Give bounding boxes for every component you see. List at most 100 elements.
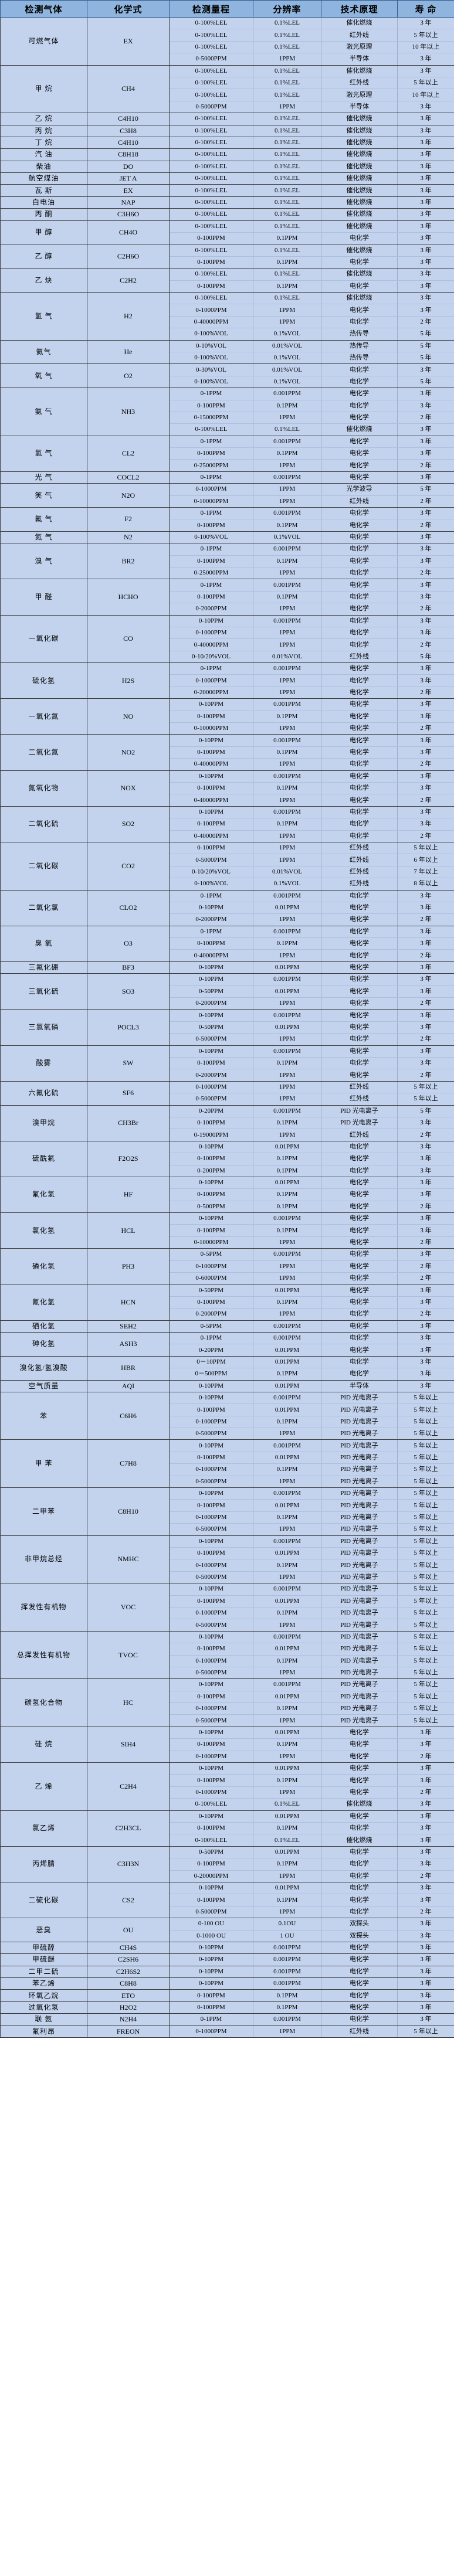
table-row: 0-40000PPM 1PPM 电化学 2 年	[1, 949, 454, 962]
detection-range-cell: 0-10PPM	[169, 1176, 253, 1190]
resolution-cell: 0.001PPM	[253, 435, 321, 448]
resolution-cell: 1PPM	[253, 315, 321, 329]
table-row: 白电油 NAP 0-100%LEL 0.1%LEL 催化燃烧 3 年	[0, 196, 454, 209]
lifetime-cell: 5 年以上	[397, 1080, 454, 1094]
detection-range-cell: 0-10PPM	[169, 1212, 253, 1225]
technical-principle-cell: PID 光电离子	[321, 1499, 398, 1512]
detection-range-cell: 0-10PPM	[169, 1810, 253, 1823]
table-row: 二甲苯 C8H10 0-10PPM 0.001PPM PID 光电离子 5 年以上	[0, 1487, 454, 1536]
gas-name-cell: 氯 气	[0, 435, 87, 472]
resolution-cell: 1 OU	[253, 1929, 321, 1942]
lifetime-cell: 5 年以上	[397, 29, 454, 42]
detection-range-cell: 0-100%LEL	[169, 136, 253, 149]
table-row: 0-1000PPM 0.1PPM PID 光电离子 5 年以上	[1, 1606, 454, 1620]
resolution-cell: 0.01%VOL	[253, 339, 321, 352]
chemical-formula-cell: C2H4	[87, 1762, 170, 1811]
table-row: 0-19000PPM 1PPM 红外线 2 年	[1, 1129, 454, 1141]
technical-principle-cell: 电化学	[321, 1989, 398, 2002]
gas-name-cell: 一氧化氮	[0, 698, 87, 735]
resolution-cell: 0.1PPM	[253, 1368, 321, 1381]
lifetime-cell: 2 年	[397, 1786, 454, 1799]
table-row: 甲 醇 CH4O 0-100%LEL 0.1%LEL 催化燃烧 3 年	[0, 220, 454, 245]
detection-range-cell: 0-10PPM	[169, 973, 253, 986]
lifetime-cell: 3 年	[397, 1821, 454, 1835]
gas-name-cell: 溴 气	[0, 543, 87, 580]
technical-principle-cell: 电化学	[321, 375, 398, 389]
technical-principle-cell: PID 光电离子	[321, 1105, 398, 1117]
resolution-cell: 0.001PPM	[253, 1965, 321, 1979]
technical-principle-cell: 电化学	[321, 901, 398, 915]
resolution-cell: 0.1%LEL	[253, 160, 321, 174]
header-gas: 检测气体	[0, 0, 87, 18]
gas-name-cell: 氮 气	[0, 531, 87, 544]
table-row: 三氟化硼 BF3 0-10PPM 0.01PPM 电化学 3 年	[0, 961, 454, 974]
resolution-cell: 0.1%VOL	[253, 531, 321, 544]
detection-range-cell: 0－10PPM	[169, 1355, 253, 1369]
resolution-cell: 0.01PPM	[253, 1810, 321, 1823]
table-row: 苯 C6H6 0-10PPM 0.001PPM PID 光电离子 5 年以上	[0, 1391, 454, 1440]
resolution-cell: 0.1PPM	[253, 399, 321, 412]
lifetime-cell: 2 年	[397, 997, 454, 1010]
resolution-cell: 1PPM	[253, 1129, 321, 1141]
resolution-cell: 0.001PPM	[253, 1331, 321, 1345]
chemical-formula-cell: N2O	[87, 483, 170, 508]
chemical-formula-cell: CLO2	[87, 889, 170, 926]
detection-range-cell: 0-5000PPM	[169, 1428, 253, 1440]
table-row: 0-1000PPM 1PPM 电化学 2 年	[1, 1260, 454, 1273]
detection-range-cell: 0-10PPM	[169, 1045, 253, 1058]
gas-name-cell: 丙 酮	[0, 208, 87, 221]
table-row: 0-20000PPM 1PPM 电化学 2 年	[1, 686, 454, 699]
chemical-formula-cell: H2	[87, 291, 170, 341]
table-row: 酸雾 SW 0-10PPM 0.001PPM 电化学 3 年	[0, 1045, 454, 1082]
lifetime-cell: 3 年	[397, 435, 454, 448]
table-row: 丁 烷 C4H10 0-100%LEL 0.1%LEL 催化燃烧 3 年	[0, 136, 454, 149]
detection-range-cell: 0-5PPM	[169, 1248, 253, 1261]
table-row: 0－500PPM 0.1PPM 电化学 3 年	[1, 1368, 454, 1381]
lifetime-cell: 5 年以上	[397, 1595, 454, 1608]
table-row: 0-100%VOL 0.1%VOL 热传导 5 年	[1, 351, 454, 365]
lifetime-cell: 5 年以上	[397, 1415, 454, 1429]
resolution-cell: 0.01PPM	[253, 1284, 321, 1297]
chemical-formula-cell: SO3	[87, 973, 170, 1010]
technical-principle-cell: 双探头	[321, 1918, 398, 1931]
lifetime-cell: 3 年	[397, 232, 454, 245]
table-row: 0-100PPM 0.1PPM 电化学 3 年	[1, 399, 454, 412]
detection-range-cell: 0-1PPM	[169, 507, 253, 520]
detection-range-cell: 0-20PPM	[169, 1105, 253, 1117]
detection-range-cell: 0-2000PPM	[169, 603, 253, 616]
table-row: 二氧化碳 CO2 0-100PPM 1PPM 红外线 5 年以上	[0, 841, 454, 891]
lifetime-cell: 3 年	[397, 471, 454, 484]
technical-principle-cell: 电化学	[321, 2013, 398, 2026]
technical-principle-cell: 电化学	[321, 579, 398, 592]
resolution-cell: 1PPM	[253, 603, 321, 616]
table-row: 硒化氢 SEH2 0-5PPM 0.001PPM 电化学 3 年	[0, 1320, 454, 1333]
lifetime-cell: 3 年	[397, 1248, 454, 1261]
technical-principle-cell: 催化燃烧	[321, 64, 398, 77]
table-row: 0-1000PPM 1PPM 电化学 3 年	[1, 674, 454, 687]
technical-principle-cell: 电化学	[321, 2001, 398, 2014]
detection-range-cell: 0-2000PPM	[169, 913, 253, 926]
technical-principle-cell: 红外线	[321, 76, 398, 90]
gas-name-cell: 挥发性有机物	[0, 1583, 87, 1632]
lifetime-cell: 5 年以上	[397, 1499, 454, 1512]
lifetime-cell: 3 年	[397, 614, 454, 627]
lifetime-cell: 3 年	[397, 1953, 454, 1966]
detection-range-cell: 0-1PPM	[169, 543, 253, 556]
detection-range-cell: 0-10/20%VOL	[169, 650, 253, 664]
lifetime-cell: 3 年	[397, 1284, 454, 1297]
detection-range-cell: 0-5PPM	[169, 1320, 253, 1333]
chemical-formula-cell: CO2	[87, 841, 170, 891]
lifetime-cell: 2 年	[397, 1033, 454, 1046]
resolution-cell: 1PPM	[253, 304, 321, 317]
lifetime-cell: 5 年	[397, 375, 454, 389]
resolution-cell: 0.1%LEL	[253, 196, 321, 209]
detection-range-cell: 0-1000PPM	[169, 1080, 253, 1094]
detection-range-cell: 0-2000PPM	[169, 1069, 253, 1082]
resolution-cell: 1PPM	[253, 495, 321, 508]
resolution-cell: 0.001PPM	[253, 806, 321, 819]
technical-principle-cell: 电化学	[321, 399, 398, 412]
chemical-formula-cell: NOX	[87, 770, 170, 807]
lifetime-cell: 3 年	[397, 746, 454, 759]
technical-principle-cell: 电化学	[321, 734, 398, 747]
lifetime-cell: 3 年	[397, 1846, 454, 1859]
